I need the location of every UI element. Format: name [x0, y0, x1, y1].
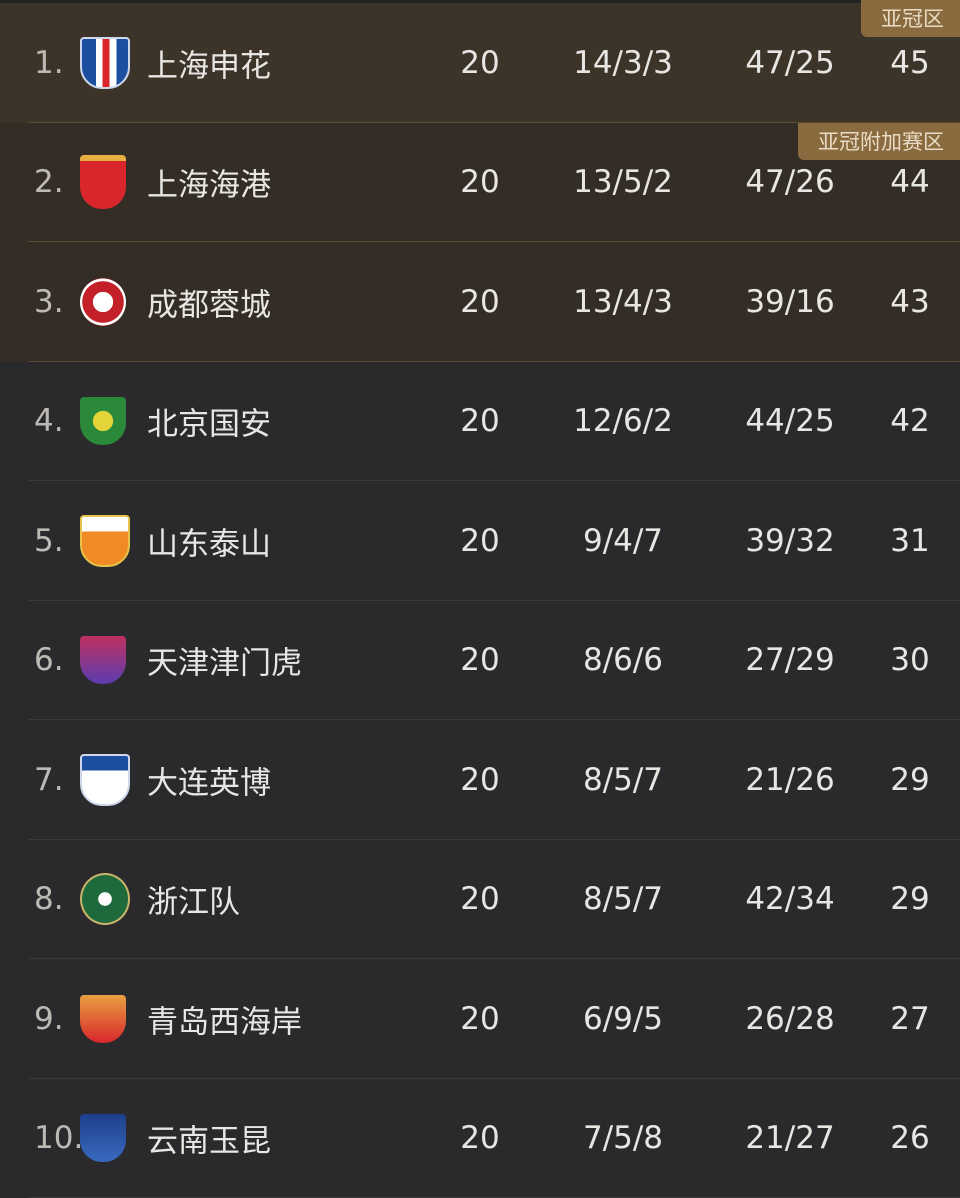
- table-row[interactable]: 3. 成都蓉城 20 13/4/3 39/16 43: [0, 242, 960, 362]
- chengdu-rongcheng-crest-icon: [80, 278, 126, 326]
- table-row[interactable]: 10. 云南玉昆 20 7/5/8 21/27 26: [0, 1079, 960, 1198]
- team-name[interactable]: 上海申花: [147, 40, 271, 85]
- team-name[interactable]: 浙江队: [147, 877, 240, 922]
- team-name[interactable]: 上海海港: [147, 160, 271, 205]
- points: 31: [890, 523, 929, 559]
- rank: 7.: [34, 762, 64, 798]
- points: 45: [890, 45, 929, 81]
- points: 30: [890, 642, 929, 678]
- win-draw-loss: 8/6/6: [583, 642, 663, 678]
- win-draw-loss: 9/4/7: [583, 523, 663, 559]
- points: 29: [890, 762, 929, 798]
- rank: 4.: [34, 403, 64, 439]
- team-name[interactable]: 天津津门虎: [147, 638, 302, 683]
- played: 20: [460, 45, 499, 81]
- rank: 10.: [34, 1120, 83, 1156]
- played: 20: [460, 164, 499, 200]
- shandong-taishan-crest-icon: [80, 515, 130, 567]
- team-name[interactable]: 北京国安: [147, 399, 271, 444]
- team-name[interactable]: 大连英博: [147, 757, 271, 802]
- yunnan-yukun-crest-icon: [80, 1114, 126, 1162]
- beijing-guoan-crest-icon: [80, 397, 126, 445]
- points: 27: [890, 1001, 929, 1037]
- shanghai-port-crest-icon: [80, 155, 126, 209]
- tianjin-jinmen-tiger-crest-icon: [80, 636, 126, 684]
- shanghai-shenhua-crest-icon: [80, 37, 130, 89]
- table-row[interactable]: 2. 上海海港 20 13/5/2 47/26 44 亚冠附加赛区: [0, 123, 960, 243]
- table-row[interactable]: 8. 浙江队 20 8/5/7 42/34 29: [0, 840, 960, 960]
- rank: 9.: [34, 1001, 64, 1037]
- table-row[interactable]: 9. 青岛西海岸 20 6/9/5 26/28 27: [0, 959, 960, 1079]
- table-row[interactable]: 1. 上海申花 20 14/3/3 47/25 45 亚冠区: [0, 3, 960, 123]
- table-row[interactable]: 7. 大连英博 20 8/5/7 21/26 29: [0, 720, 960, 840]
- goals-for-against: 47/25: [745, 45, 834, 81]
- points: 29: [890, 881, 929, 917]
- table-row[interactable]: 4. 北京国安 20 12/6/2 44/25 42: [0, 362, 960, 482]
- win-draw-loss: 13/4/3: [573, 284, 673, 320]
- team-name[interactable]: 云南玉昆: [147, 1116, 271, 1161]
- played: 20: [460, 284, 499, 320]
- team-name[interactable]: 成都蓉城: [147, 279, 271, 324]
- team-name[interactable]: 青岛西海岸: [147, 996, 302, 1041]
- played: 20: [460, 762, 499, 798]
- played: 20: [460, 1001, 499, 1037]
- goals-for-against: 39/16: [745, 284, 834, 320]
- win-draw-loss: 6/9/5: [583, 1001, 663, 1037]
- dalian-yingbo-crest-icon: [80, 754, 130, 806]
- table-row[interactable]: 5. 山东泰山 20 9/4/7 39/32 31: [0, 481, 960, 601]
- rank: 5.: [34, 523, 64, 559]
- qingdao-west-coast-crest-icon: [80, 995, 126, 1043]
- played: 20: [460, 881, 499, 917]
- rank: 3.: [34, 284, 64, 320]
- goals-for-against: 21/27: [745, 1120, 834, 1156]
- team-name[interactable]: 山东泰山: [147, 518, 271, 563]
- points: 42: [890, 403, 929, 439]
- zhejiang-crest-icon: [80, 873, 130, 925]
- win-draw-loss: 8/5/7: [583, 881, 663, 917]
- win-draw-loss: 7/5/8: [583, 1120, 663, 1156]
- played: 20: [460, 523, 499, 559]
- win-draw-loss: 8/5/7: [583, 762, 663, 798]
- win-draw-loss: 14/3/3: [573, 45, 673, 81]
- points: 26: [890, 1120, 929, 1156]
- goals-for-against: 44/25: [745, 403, 834, 439]
- points: 43: [890, 284, 929, 320]
- table-row[interactable]: 6. 天津津门虎 20 8/6/6 27/29 30: [0, 601, 960, 721]
- points: 44: [890, 164, 929, 200]
- standings-table: 1. 上海申花 20 14/3/3 47/25 45 亚冠区 2. 上海海港 20…: [0, 3, 960, 1198]
- goals-for-against: 21/26: [745, 762, 834, 798]
- goals-for-against: 26/28: [745, 1001, 834, 1037]
- win-draw-loss: 13/5/2: [573, 164, 673, 200]
- played: 20: [460, 642, 499, 678]
- goals-for-against: 39/32: [745, 523, 834, 559]
- win-draw-loss: 12/6/2: [573, 403, 673, 439]
- rank: 1.: [34, 45, 64, 81]
- goals-for-against: 47/26: [745, 164, 834, 200]
- played: 20: [460, 1120, 499, 1156]
- played: 20: [460, 403, 499, 439]
- goals-for-against: 42/34: [745, 881, 834, 917]
- acl-zone-badge: 亚冠区: [861, 0, 960, 37]
- rank: 8.: [34, 881, 64, 917]
- acl-playoff-zone-badge: 亚冠附加赛区: [798, 123, 960, 160]
- goals-for-against: 27/29: [745, 642, 834, 678]
- rank: 6.: [34, 642, 64, 678]
- rank: 2.: [34, 164, 64, 200]
